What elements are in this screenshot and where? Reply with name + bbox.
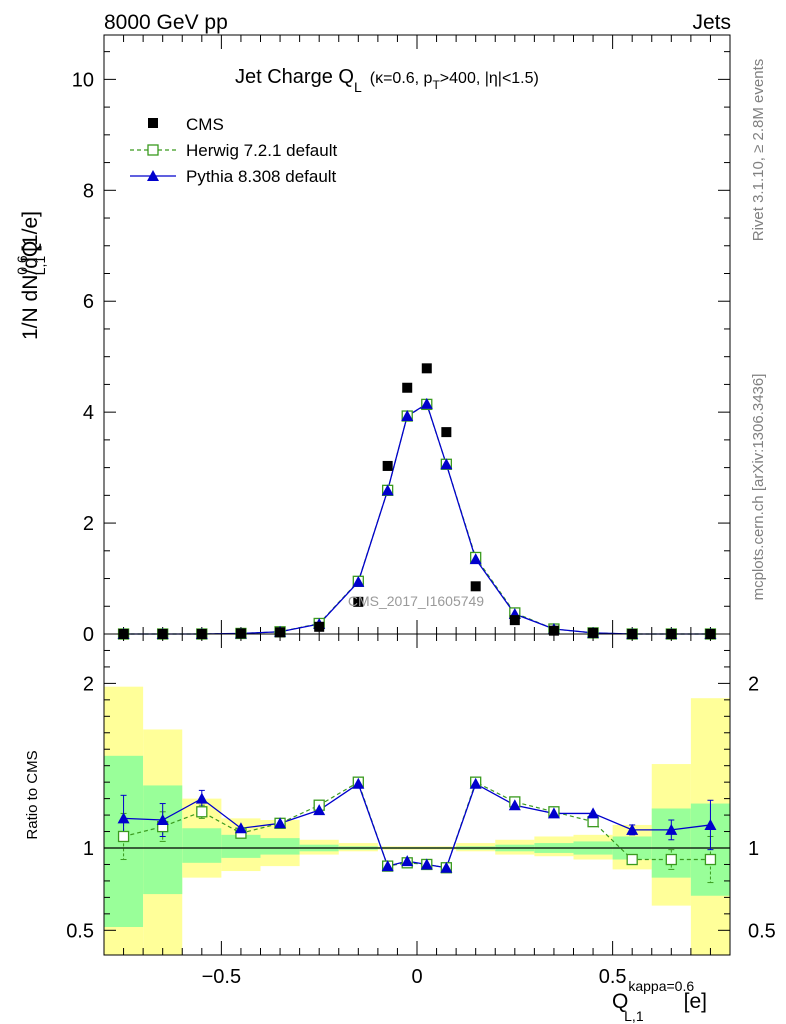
cms-data-point [588,627,599,638]
main-plot-panel: 0 2 4 6 8 10 [72,34,731,646]
legend-herwig-marker [147,144,159,156]
mcplots-label: mcplots.cern.ch [arXiv:1306.3436] [750,374,767,601]
pythia-ratio-point [440,861,453,873]
legend-pythia-label: Pythia 8.308 default [186,167,337,186]
ratio-y-tick-label: 1 [83,838,94,860]
cms-data-point [314,621,325,632]
pythia-ratio-point [665,823,678,835]
pythia-point [469,553,482,565]
title-main-sub: L [354,79,362,95]
watermark-label: CMS_2017_I1605749 [348,593,484,609]
herwig-ratio-line [123,781,711,869]
ratio-y-tick-label: 0.5 [66,920,94,942]
ratio-y-tick-label: 2 [83,673,94,695]
pythia-point [401,410,414,422]
ratio-band-inner [221,834,261,858]
title-cuts-a: (κ=0.6, p [370,70,433,87]
y-axis-label-sup: 0.6 [14,255,30,275]
main-y-tick-label: 2 [83,513,94,535]
pythia-ratio-point [704,818,717,830]
pythia-point [420,397,433,409]
y-axis-label: 1/N dN/dQ0.6 L,1 [1/e] [14,211,48,340]
energy-label: 8000 GeV pp [104,11,228,34]
x-axis-label: Qkappa=0.6 L,1 [e] [612,978,707,1024]
legend-herwig-label: Herwig 7.2.1 default [186,141,337,160]
herwig-ratio-point [117,830,130,843]
x-axis-label-unit: [e] [684,990,707,1013]
ratio-band-inner [260,838,300,855]
title-main: Jet Charge Q [235,66,354,88]
y-axis-label-unit: [1/e] [19,211,42,252]
ratio-y-tick-label-right: 0.5 [748,920,776,942]
pythia-ratio-point [420,858,433,870]
ratio-frame [103,633,731,956]
ratio-x-tick-label: 0 [411,966,422,988]
ratio-band-inner [182,828,222,863]
pythia-ratio-line [123,782,711,869]
cms-data-point [470,581,481,592]
pythia-point [440,458,453,470]
pythia-ratio-point [547,807,560,819]
legend: CMS Herwig 7.2.1 default Pythia 8.308 de… [130,115,337,186]
title-cuts-sub: T [432,78,440,92]
cms-data-point [382,460,393,471]
cms-data-point [275,627,286,638]
pythia-ratio-point [117,812,130,824]
pythia-ratio-point [274,817,287,829]
ratio-y-tick-label-right: 2 [748,673,759,695]
cms-data-point [441,427,452,438]
pythia-ratio-point [508,799,521,811]
pythia-ratio-point [313,804,326,816]
main-y-tick-label: 8 [83,180,94,202]
pythia-ratio-point [401,855,414,867]
title-cuts-b: >400, |η|<1.5) [440,70,539,87]
ratio-x-tick-label: 0.5 [599,966,627,988]
herwig-ratio-point [626,853,638,866]
x-axis-label-sup: kappa=0.6 [628,978,694,994]
ratio-x-tick-label: −0.5 [202,966,241,988]
legend-cms-label: CMS [186,115,224,134]
main-y-tick-label: 6 [83,291,94,313]
ratio-y-tick-label-right: 1 [748,838,759,860]
ratio-plot-panel: −0.5 0 0.5 0.5 0.5 1 1 2 2 [66,633,776,988]
herwig-ratio-point [196,806,208,818]
pythia-ratio-point [469,777,482,789]
legend-cms-marker [148,118,158,128]
main-y-tick-label: 10 [72,69,94,91]
main-y-tick-label: 0 [83,624,94,646]
y-axis-label-sub: L,1 [32,256,48,276]
legend-pythia-marker [147,170,159,181]
x-axis-label-sub: L,1 [624,1008,644,1024]
y-axis-label-text: 1/N dN/dQ [19,241,42,340]
pythia-ratio-point [156,814,169,826]
herwig-ratio-point [665,853,677,866]
plot-title: Jet Charge QL (κ=0.6, pT>400, |η|<1.5) [235,66,539,95]
pythia-ratio-point [195,792,208,804]
pythia-ratio-point [626,823,639,835]
pythia-ratio-point [234,822,247,834]
rivet-label: Rivet 3.1.10, ≥ 2.8M events [750,59,767,242]
category-label: Jets [692,11,731,34]
main-y-tick-label: 4 [83,402,94,424]
pythia-point [352,575,365,587]
pythia-ratio-point [381,860,394,872]
pythia-ratio-point [352,777,365,789]
herwig-ratio-point [704,853,717,866]
cms-data-point [402,382,413,393]
pythia-ratio-point [587,807,600,819]
cms-data-point [421,363,432,374]
cms-data-point [548,625,559,636]
cms-data-point [235,628,246,639]
cms-data-point [353,596,364,607]
pythia-point [381,484,394,496]
x-axis-label-text: Q [612,990,628,1013]
cms-data-point [509,615,520,626]
ratio-y-axis-label: Ratio to CMS [24,750,41,839]
